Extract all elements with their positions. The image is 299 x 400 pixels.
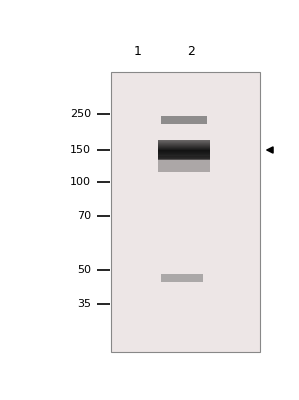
Text: 100: 100 [70, 177, 91, 187]
Bar [158, 144, 210, 145]
Bar [158, 142, 210, 143]
Bar [158, 143, 210, 144]
Bar [158, 154, 210, 156]
Bar [158, 152, 210, 153]
Text: 70: 70 [77, 211, 91, 221]
Bar [158, 140, 210, 141]
Bar [158, 153, 210, 155]
Text: 1: 1 [134, 45, 141, 58]
Bar [158, 146, 210, 147]
Bar [161, 116, 207, 124]
Text: 50: 50 [77, 265, 91, 275]
Bar [158, 148, 210, 150]
Bar [158, 156, 210, 158]
Bar [158, 150, 210, 151]
Bar [111, 72, 260, 352]
Bar [158, 147, 210, 148]
Bar [161, 274, 203, 282]
Text: 35: 35 [77, 299, 91, 309]
Bar [158, 150, 210, 152]
Text: 250: 250 [70, 109, 91, 119]
Bar [158, 158, 210, 160]
Bar [158, 155, 210, 157]
Bar [158, 141, 210, 142]
Bar [158, 148, 210, 149]
Text: 2: 2 [187, 45, 195, 58]
Bar [158, 157, 210, 159]
Bar [158, 145, 210, 146]
Text: 150: 150 [70, 145, 91, 155]
Bar [158, 152, 210, 154]
Bar [158, 156, 210, 172]
